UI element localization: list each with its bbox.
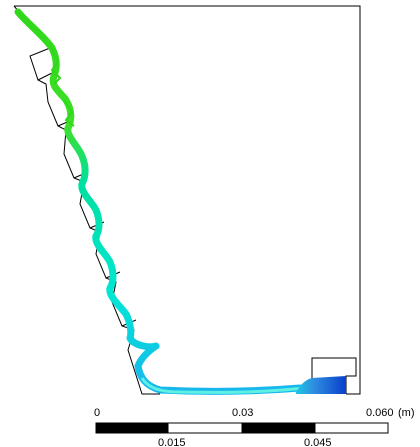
scale-label-0.060: 0.060 [366, 407, 394, 419]
jet-band [14, 8, 304, 395]
outlet-pool [296, 376, 346, 394]
water-jet [14, 8, 305, 395]
scale-seg-4 [314, 422, 389, 434]
scale-seg-1 [95, 422, 169, 434]
scale-label-0: 0 [94, 407, 100, 419]
jet-turbulence [49, 45, 75, 127]
pool-fill [296, 376, 346, 394]
tank-top-right-wall [14, 5, 361, 395]
stepped-wall [13, 5, 160, 395]
scale-bar: 0 0.03 0.060 (m) 0.015 0.045 [94, 407, 415, 447]
scale-seg-3 [241, 422, 316, 434]
jet-bottom-run [140, 377, 305, 394]
scale-label-0.045: 0.045 [304, 437, 332, 447]
geometry-outline [13, 5, 361, 395]
scale-unit: (m) [398, 407, 415, 419]
scale-label-0.03: 0.03 [232, 407, 253, 419]
scale-seg-2 [167, 422, 243, 434]
scale-label-0.015: 0.015 [158, 437, 186, 447]
